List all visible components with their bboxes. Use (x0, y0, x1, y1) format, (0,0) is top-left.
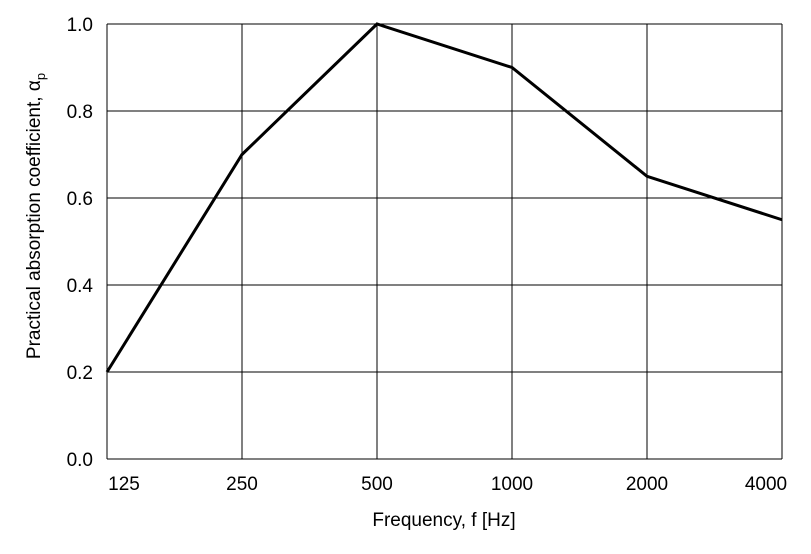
x-tick-label: 500 (361, 474, 393, 495)
x-axis-label: Frequency, f [Hz] (372, 510, 515, 531)
x-tick-label: 4000 (745, 474, 787, 495)
y-tick-label: 0.8 (67, 102, 93, 123)
grid (106, 23, 783, 460)
y-tick-label: 0.2 (67, 363, 93, 384)
y-tick-labels: 0.0 0.2 0.4 0.6 0.8 1.0 (67, 15, 94, 471)
y-tick-label: 1.0 (67, 15, 93, 36)
x-tick-label: 2000 (626, 474, 668, 495)
x-tick-label: 250 (226, 474, 258, 495)
y-tick-label: 0.0 (67, 450, 93, 471)
y-axis-label-text: Practical absorption coefficient, α (24, 80, 45, 359)
series-layer (105, 22, 783, 373)
x-tick-labels: 125 250 500 1000 2000 4000 (108, 474, 787, 495)
y-tick-label: 0.6 (67, 189, 93, 210)
y-axis-label: Practical absorption coefficient, αp (24, 73, 48, 359)
x-tick-label: 125 (108, 474, 140, 495)
x-tick-label: 1000 (491, 474, 533, 495)
y-tick-label: 0.4 (67, 276, 94, 297)
y-axis-label-subscript: p (33, 73, 48, 80)
series-line (105, 22, 783, 373)
